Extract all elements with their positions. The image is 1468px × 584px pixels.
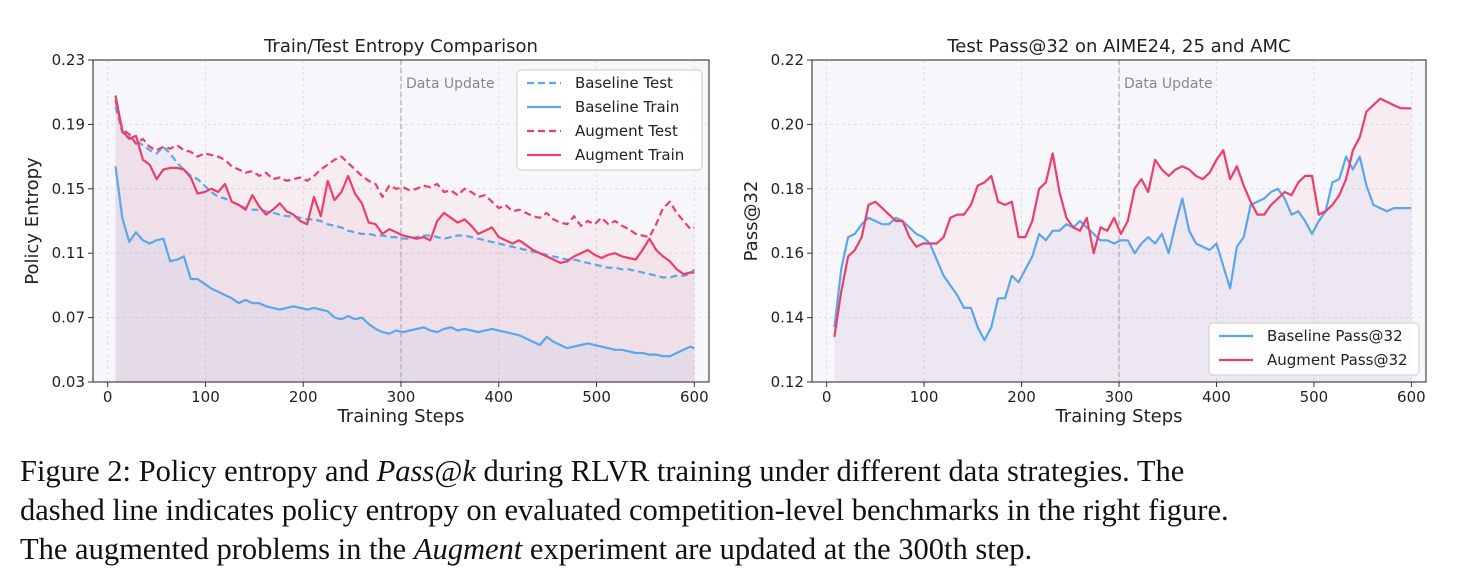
legend-label: Augment Pass@32 <box>1267 351 1408 369</box>
x-tick-label: 500 <box>1300 388 1329 406</box>
legend-box <box>516 69 703 171</box>
caption-augment: Augment <box>413 532 523 566</box>
x-tick-label: 300 <box>1105 388 1134 406</box>
y-tick-label: 0.18 <box>771 180 804 198</box>
x-tick-label: 600 <box>1397 388 1426 406</box>
series-fill-2 <box>115 166 695 382</box>
chart-title: Train/Test Entropy Comparison <box>263 36 538 57</box>
legend-label: Baseline Pass@32 <box>1267 327 1403 345</box>
x-tick-label: 400 <box>1202 388 1231 406</box>
y-tick-label: 0.22 <box>771 51 804 69</box>
data-update-label: Data Update <box>406 76 495 92</box>
x-axis-label: Training Steps <box>1054 406 1182 427</box>
chart-1: Data Update 0 100 200 300 400 500 600 0.03 0.07 0.… <box>22 36 710 427</box>
y-tick-label: 0.11 <box>52 244 85 262</box>
legend-label: Baseline Test <box>575 74 673 92</box>
x-axis-label: Training Steps <box>336 406 464 427</box>
y-tick-label: 0.12 <box>771 373 804 391</box>
legend-label: Baseline Train <box>575 98 679 116</box>
legend-box <box>1208 322 1420 376</box>
y-tick-label: 0.19 <box>52 115 85 133</box>
figure-caption: Figure 2: Policy entropy and Pass@k duri… <box>20 452 1460 569</box>
series-line-baseline-test <box>114 106 696 279</box>
y-tick-label: 0.20 <box>771 115 804 133</box>
caption-line3-end: experiment are updated at the 300th step… <box>522 532 1033 566</box>
x-tick-label: 500 <box>582 388 611 406</box>
y-axis-label: Policy Entropy <box>22 157 43 285</box>
series-fill-1 <box>115 106 695 382</box>
legend-label: Augment Test <box>575 122 678 140</box>
legend: Baseline Test Baseline Train Augment Test A… <box>516 69 703 171</box>
x-tick-label: 100 <box>910 388 939 406</box>
series-fill-3 <box>115 100 695 383</box>
series-line-augment-train <box>114 95 695 276</box>
legend-label: Augment Train <box>575 146 684 164</box>
caption-line1-start: Figure 2: Policy entropy and <box>20 454 377 488</box>
caption-line2: dashed line indicates policy entropy on … <box>20 493 1229 527</box>
x-tick-label: 0 <box>822 388 832 406</box>
x-tick-label: 200 <box>1007 388 1036 406</box>
series-line-baseline-pass-32 <box>833 155 1412 342</box>
series-line-augment-pass-32 <box>833 97 1412 338</box>
series-line-baseline-train <box>114 166 695 358</box>
series-line-augment-test <box>114 100 695 239</box>
y-tick-label: 0.14 <box>771 309 804 327</box>
x-tick-label: 400 <box>484 388 513 406</box>
caption-line1-end: during RLVR training under different dat… <box>475 454 1185 488</box>
chart-title: Test Pass@32 on AIME24, 25 and AMC <box>946 36 1290 57</box>
x-tick-label: 600 <box>680 388 709 406</box>
data-update-label: Data Update <box>1124 76 1213 92</box>
y-tick-label: 0.15 <box>52 180 85 198</box>
x-tick-label: 300 <box>387 388 416 406</box>
y-tick-label: 0.23 <box>52 51 85 69</box>
x-tick-label: 100 <box>191 388 220 406</box>
caption-line3-start: The augmented problems in the <box>20 532 414 566</box>
y-tick-label: 0.03 <box>52 373 85 391</box>
caption-passk: Pass@k <box>376 454 476 488</box>
chart-2: Data Update 0 100 200 300 400 500 600 0.12 0.14 0.… <box>741 36 1427 427</box>
x-tick-label: 200 <box>289 388 318 406</box>
y-tick-label: 0.07 <box>52 309 85 327</box>
y-axis-label: Pass@32 <box>741 181 762 262</box>
legend: Baseline Pass@32 Augment Pass@32 <box>1208 322 1420 376</box>
y-tick-label: 0.16 <box>771 244 804 262</box>
x-tick-label: 0 <box>103 388 113 406</box>
